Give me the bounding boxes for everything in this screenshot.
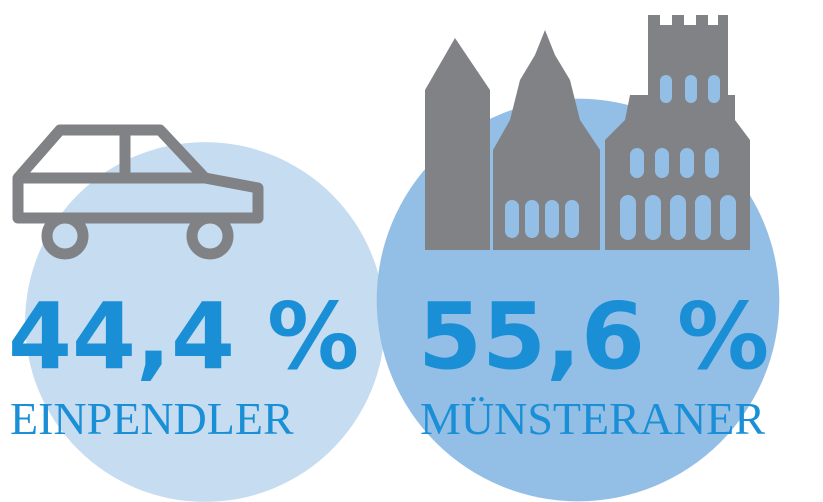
page: 44,4 %EINPENDLER55,6 %MÜNSTERANER (() =>… [0,0,823,502]
chart: 44,4 %EINPENDLER 55,6 %MÜNSTERANER [0,0,823,502]
value-label: 55,6 % [418,283,769,390]
category-label: MÜNSTERANER [420,393,765,444]
category-label: EINPENDLER [10,393,294,444]
value-label: 44,4 % [8,283,359,390]
city-hall-icon [425,15,750,250]
